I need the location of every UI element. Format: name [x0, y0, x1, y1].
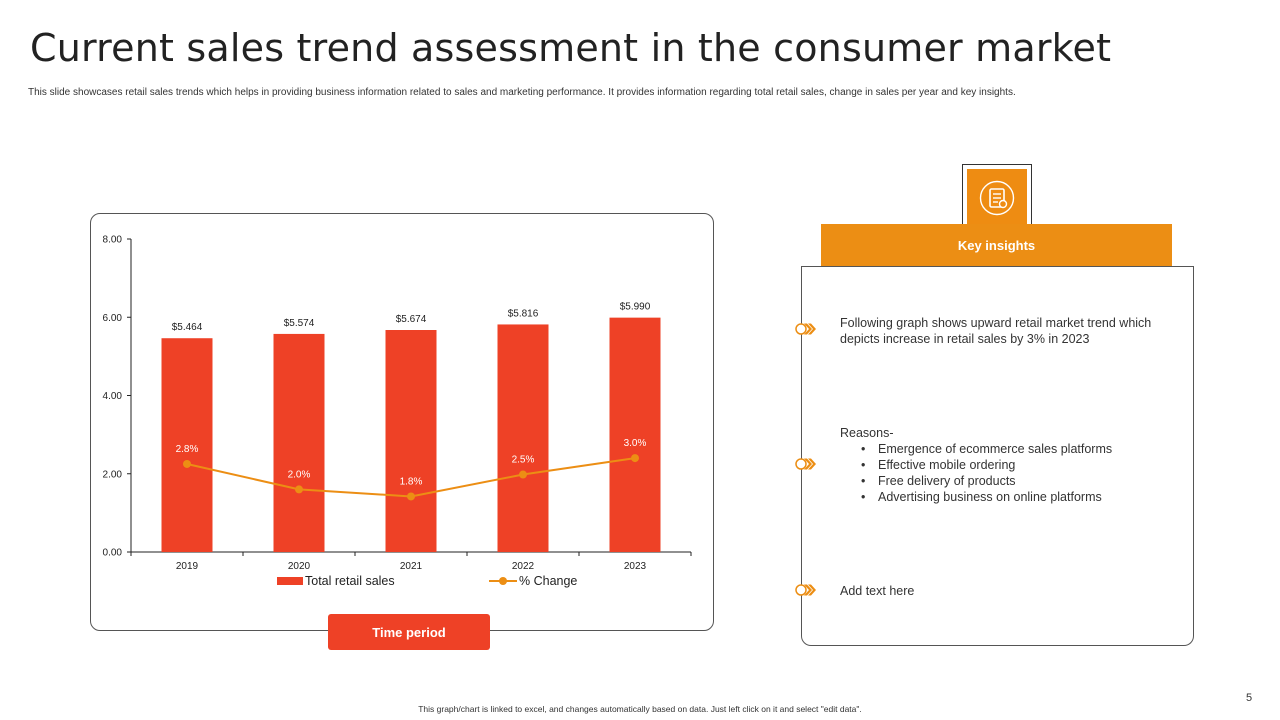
bar-total-retail-sales: [273, 333, 325, 552]
time-period-button[interactable]: Time period: [328, 614, 490, 650]
chevron-bullet-icon: [795, 584, 816, 596]
x-tick-label: 2020: [288, 561, 311, 572]
page-number: 5: [1246, 692, 1253, 704]
insights-icon-background: [967, 169, 1027, 227]
bar-total-retail-sales: [161, 338, 213, 552]
legend-label: % Change: [519, 574, 577, 588]
slide-subtitle: This slide showcases retail sales trends…: [28, 87, 1016, 98]
chevron-bullet-icon: [795, 458, 816, 470]
legend-swatch-point: [499, 577, 507, 585]
key-insights-header: Key insights: [821, 224, 1172, 266]
y-tick-label: 6.00: [103, 313, 123, 324]
insight-item-1: Following graph shows upward retail mark…: [840, 316, 1152, 346]
x-tick-label: 2019: [176, 561, 199, 572]
reason-item: Emergence of ecommerce sales platforms: [861, 441, 1170, 457]
insights-icon-frame: [962, 164, 1032, 232]
bar-data-label: $5.574: [284, 318, 315, 329]
x-tick-label: 2023: [624, 561, 647, 572]
chart-panel: 0.00 2.00 4.00 6.00 8.00 $5.464 2019 $5.574 2020…: [90, 213, 714, 631]
reasons-list: Emergence of ecommerce sales platforms E…: [840, 441, 1170, 505]
bar-total-retail-sales: [609, 317, 661, 552]
insight-item-3: Add text here: [840, 584, 915, 598]
line-data-label: 2.5%: [512, 455, 535, 466]
line-data-label: 2.8%: [176, 444, 199, 455]
bar-total-retail-sales: [497, 324, 549, 552]
document-insight-icon: [979, 180, 1015, 216]
chevron-bullet-icon: [795, 323, 816, 335]
legend-label: Total retail sales: [305, 574, 395, 588]
y-tick-label: 0.00: [103, 548, 123, 559]
y-tick-label: 8.00: [103, 235, 123, 246]
line-point-percent-change: [183, 459, 191, 468]
x-tick-label: 2021: [400, 561, 423, 572]
reason-item: Effective mobile ordering: [861, 457, 1170, 473]
reasons-heading: Reasons-: [840, 426, 894, 440]
reason-item: Free delivery of products: [861, 473, 1170, 489]
slide-title: Current sales trend assessment in the co…: [30, 26, 1112, 70]
line-point-percent-change: [407, 492, 415, 501]
footer-note: This graph/chart is linked to excel, and…: [418, 704, 862, 714]
legend-swatch-total-retail-sales: [277, 577, 303, 585]
line-data-label: 1.8%: [400, 476, 423, 487]
key-insights-panel: [801, 266, 1194, 646]
y-tick-label: 2.00: [103, 469, 123, 480]
bar-data-label: $5.816: [508, 308, 539, 319]
bar-data-label: $5.674: [396, 314, 427, 325]
y-tick-label: 4.00: [103, 391, 123, 402]
reason-item: Advertising business on online platforms: [861, 489, 1170, 505]
line-data-label: 3.0%: [624, 438, 647, 449]
bar-total-retail-sales: [385, 330, 437, 552]
insight-item-2: Reasons- Emergence of ecommerce sales pl…: [840, 425, 1170, 505]
line-data-label: 2.0%: [288, 469, 311, 480]
bar-data-label: $5.990: [620, 302, 651, 313]
sales-trend-chart: 0.00 2.00 4.00 6.00 8.00 $5.464 2019 $5.574 2020…: [103, 235, 692, 588]
line-point-percent-change: [519, 470, 527, 479]
line-point-percent-change: [295, 485, 303, 494]
x-tick-label: 2022: [512, 561, 535, 572]
line-point-percent-change: [631, 454, 639, 463]
bar-data-label: $5.464: [172, 322, 203, 333]
